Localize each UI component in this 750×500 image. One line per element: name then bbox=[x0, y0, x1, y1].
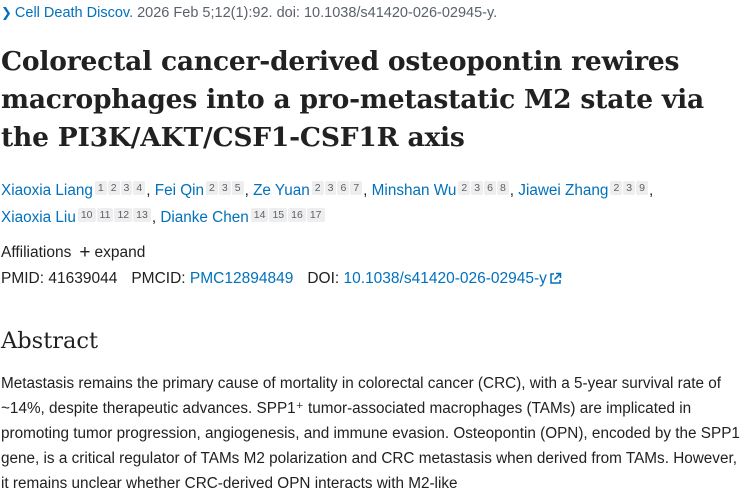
affiliation-number-link[interactable]: 2 bbox=[107, 181, 120, 195]
author-name-link[interactable]: Ze Yuan bbox=[253, 182, 310, 199]
affiliations-toggle: Affiliations + expand bbox=[1, 242, 145, 264]
expand-button[interactable]: expand bbox=[94, 244, 146, 261]
affiliation-number-link[interactable]: 3 bbox=[324, 181, 337, 195]
pmid-label: PMID: bbox=[1, 270, 45, 287]
affiliation-number-link[interactable]: 9 bbox=[636, 181, 648, 195]
affiliation-number-link[interactable]: 15 bbox=[269, 208, 288, 222]
affiliation-number-link[interactable]: 7 bbox=[350, 181, 363, 195]
author-item: Ze Yuan 2 3 6 7, bbox=[253, 181, 372, 199]
author-item: Xiaoxia Liang 1 2 3 4, bbox=[1, 181, 155, 199]
affiliation-number-link[interactable]: 3 bbox=[120, 181, 133, 195]
author-item: Xiaoxia Liu 10 11 12 13, bbox=[1, 208, 161, 226]
author-name-link[interactable]: Fei Qin bbox=[154, 182, 205, 199]
external-link-icon[interactable] bbox=[549, 272, 562, 290]
author-name-link[interactable]: Jiawei Zhang bbox=[518, 182, 609, 199]
citation-line: ❯ Cell Death Discov. 2026 Feb 5;12(1):92. … bbox=[1, 5, 497, 21]
affiliation-number-link[interactable]: 6 bbox=[337, 181, 350, 195]
pmid-value: 41639044 bbox=[48, 270, 118, 287]
pmcid-label: PMCID: bbox=[131, 270, 186, 287]
affiliation-number-link[interactable]: 2 bbox=[206, 181, 218, 195]
doi-link[interactable]: 10.1038/s41420-026-02945-y bbox=[343, 270, 547, 287]
affiliation-number-link[interactable]: 11 bbox=[96, 208, 114, 222]
affiliation-number-link[interactable]: 5 bbox=[231, 181, 244, 195]
affiliation-number-link[interactable]: 1 bbox=[94, 181, 107, 195]
affiliation-number-link[interactable]: 14 bbox=[250, 208, 269, 222]
author-name-link[interactable]: Xiaoxia Liu bbox=[1, 209, 76, 226]
affiliation-number-link[interactable]: 3 bbox=[623, 181, 636, 195]
affiliation-numbers: 14 15 16 17 bbox=[250, 208, 326, 222]
affiliation-numbers: 10 11 12 13 bbox=[77, 208, 152, 222]
affiliation-number-link[interactable]: 2 bbox=[458, 181, 471, 195]
author-name-link[interactable]: Xiaoxia Liang bbox=[1, 182, 93, 199]
abstract-text: Metastasis remains the primary cause of … bbox=[1, 375, 740, 492]
article-identifiers: PMID: 41639044 PMCID: PMC12894849 DOI: 10.… bbox=[1, 270, 562, 290]
citation-details: 2026 Feb 5;12(1):92. doi: 10.1038/s41420… bbox=[137, 5, 498, 21]
affiliation-number-link[interactable]: 6 bbox=[484, 181, 496, 195]
author-item: Jiawei Zhang 2 3 9, bbox=[518, 181, 654, 199]
affiliation-number-link[interactable]: 2 bbox=[311, 181, 324, 195]
author-name-link[interactable]: Minshan Wu bbox=[371, 182, 457, 199]
author-item: Fei Qin 2 3 5, bbox=[154, 181, 254, 199]
affiliation-number-link[interactable]: 10 bbox=[77, 208, 96, 222]
affiliation-number-link[interactable]: 8 bbox=[496, 181, 509, 195]
affiliation-number-link[interactable]: 13 bbox=[133, 208, 151, 222]
affiliation-number-link[interactable]: 16 bbox=[288, 208, 306, 222]
pmcid-link[interactable]: PMC12894849 bbox=[189, 270, 294, 287]
chevron-right-icon[interactable]: ❯ bbox=[1, 5, 12, 20]
author-item: Dianke Chen 14 15 16 17 bbox=[160, 208, 326, 226]
plus-icon[interactable]: + bbox=[79, 242, 91, 263]
journal-link[interactable]: Cell Death Discov. bbox=[14, 5, 134, 21]
affiliation-number-link[interactable]: 17 bbox=[306, 208, 325, 222]
affiliation-number-link[interactable]: 12 bbox=[114, 208, 133, 222]
author-name-link[interactable]: Dianke Chen bbox=[160, 209, 249, 226]
affiliations-label: Affiliations bbox=[1, 244, 72, 261]
affiliation-number-link[interactable]: 3 bbox=[218, 181, 231, 195]
affiliation-number-link[interactable]: 3 bbox=[471, 181, 484, 195]
affiliation-number-link[interactable]: 2 bbox=[610, 181, 623, 195]
article-title: Colorectal cancer-derived osteopontin re… bbox=[1, 46, 704, 153]
affiliation-number-link[interactable]: 4 bbox=[133, 181, 146, 195]
author-item: Minshan Wu 2 3 6 8, bbox=[371, 181, 519, 199]
doi-label: DOI: bbox=[307, 270, 340, 287]
author-list: Xiaoxia Liang 1 2 3 4, Fei Qin 2 3 5, Ze Yuan 2 3… bbox=[1, 176, 746, 230]
abstract-heading: Abstract bbox=[1, 328, 99, 354]
